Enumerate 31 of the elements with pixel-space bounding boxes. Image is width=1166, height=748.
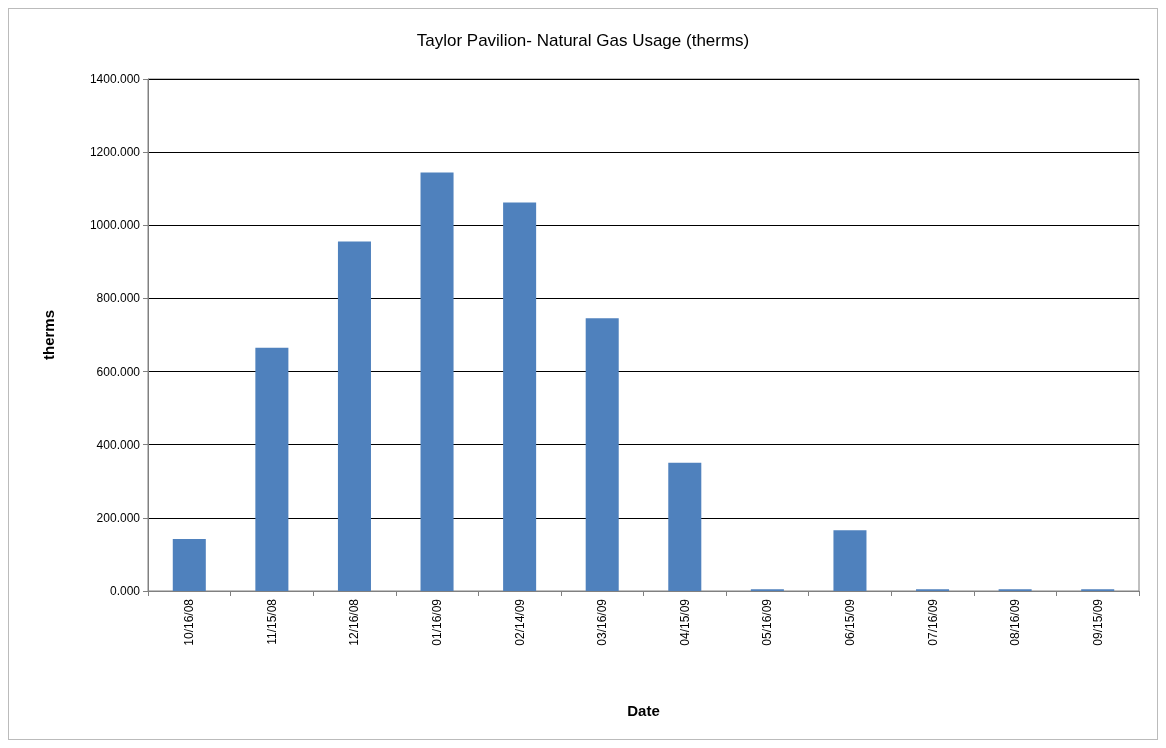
bar <box>503 202 537 591</box>
bar <box>172 539 206 591</box>
x-axis-title: Date <box>627 702 660 719</box>
bar <box>255 347 289 591</box>
y-tick-label: 400.000 <box>96 437 141 452</box>
x-tick-label: 08/16/09 <box>1008 598 1023 646</box>
x-tick-label: 01/16/09 <box>430 598 445 646</box>
bar <box>420 172 454 591</box>
x-tick-label: 02/14/09 <box>512 598 527 646</box>
y-tick-label: 1200.000 <box>89 145 141 160</box>
bar <box>585 318 619 591</box>
x-tick-label: 11/15/08 <box>264 598 279 645</box>
x-tick-label: 10/16/08 <box>182 598 197 646</box>
chart-title: Taylor Pavilion- Natural Gas Usage (therms) <box>416 31 750 50</box>
bar <box>833 530 867 591</box>
x-tick-label: 07/16/09 <box>925 598 940 646</box>
y-tick-label: 200.000 <box>96 510 141 525</box>
y-tick-label: 1000.000 <box>89 218 141 233</box>
y-tick-label: 600.000 <box>96 364 141 379</box>
x-tick-label: 03/16/09 <box>595 598 610 646</box>
x-tick-label: 05/16/09 <box>760 598 775 646</box>
x-tick-label: 09/15/09 <box>1090 598 1105 646</box>
bar <box>668 462 702 591</box>
x-tick-label: 04/15/09 <box>677 598 692 646</box>
y-axis-title: therms <box>40 309 57 361</box>
x-tick-label: 06/15/09 <box>842 598 857 646</box>
bar <box>337 241 371 591</box>
y-tick-label: 1400.000 <box>89 72 141 86</box>
y-tick-label: 0.000 <box>109 584 141 598</box>
x-tick-label: 12/16/08 <box>347 598 362 646</box>
y-tick-label: 800.000 <box>96 291 141 306</box>
